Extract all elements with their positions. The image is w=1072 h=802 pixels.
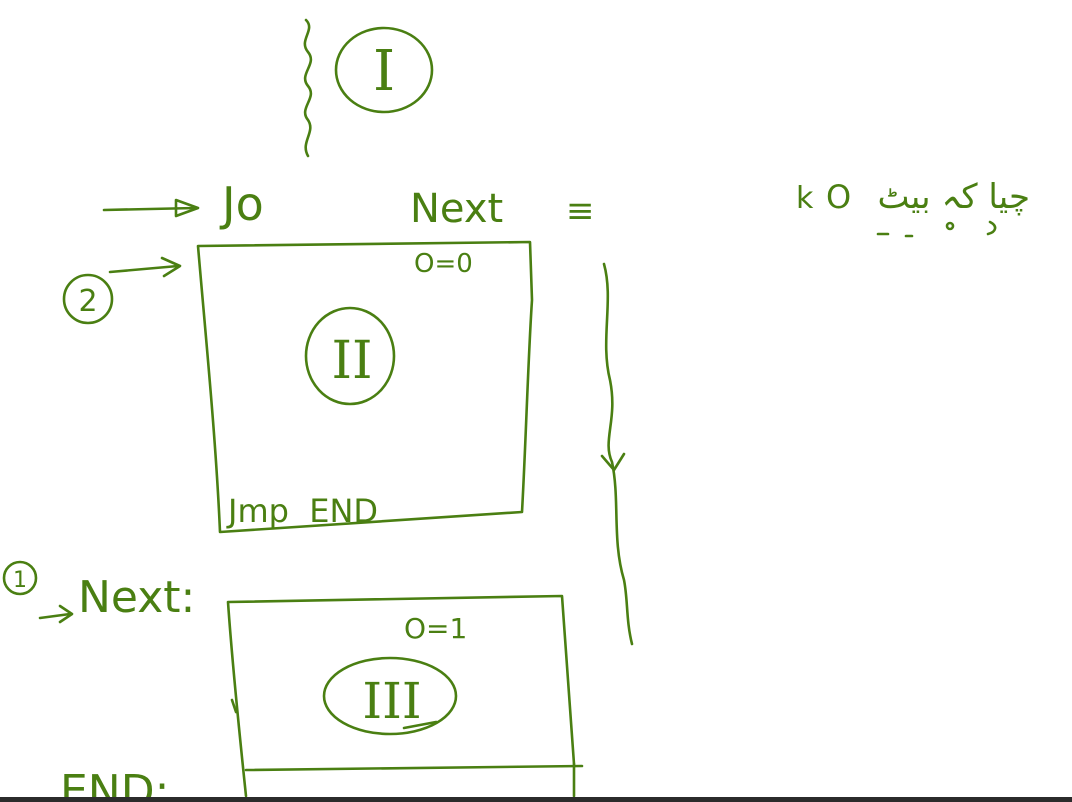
end-label: END: (60, 766, 169, 802)
marker-two-label: 2 (78, 284, 97, 319)
jump-instruction-jo: Jo (219, 177, 264, 231)
circle-marker-one (2, 560, 38, 596)
roman-numeral-two: II (331, 331, 372, 391)
block-two-footer: Jmp END (226, 492, 378, 530)
roman-numeral-one: I (373, 39, 395, 104)
marker-one-label: 1 (13, 568, 27, 593)
arrow-marker-one (38, 604, 74, 624)
circle-section-three (322, 656, 458, 736)
block-three-bottom-rule (244, 764, 584, 772)
wavy-line-right (602, 262, 634, 646)
arrow-marker-two (108, 256, 182, 278)
circle-marker-two (62, 273, 114, 325)
equivalence-symbol: ≡ (566, 191, 595, 231)
tick-mark-block-three (230, 698, 438, 730)
arrow-head-down-right (600, 452, 626, 472)
jump-target-next: Next (410, 186, 503, 232)
bottom-rule (0, 797, 1072, 802)
roman-numeral-three: III (362, 672, 421, 730)
block-two-flag: O=0 (414, 249, 473, 279)
persian-note: چیا کہ بیٹ (878, 177, 1030, 217)
next-label: Next: (78, 572, 195, 623)
persian-note-dots (876, 220, 997, 238)
arrow-jo (102, 198, 200, 218)
circle-section-two (304, 306, 396, 406)
block-three-flag: O=1 (404, 612, 467, 645)
block-three-frame (226, 594, 576, 798)
flag-prefix-k: k (796, 181, 814, 216)
block-two-frame (196, 240, 534, 534)
circle-section-one (334, 26, 434, 114)
flag-condition-o: O (826, 178, 851, 216)
wavy-line-top (303, 18, 313, 158)
